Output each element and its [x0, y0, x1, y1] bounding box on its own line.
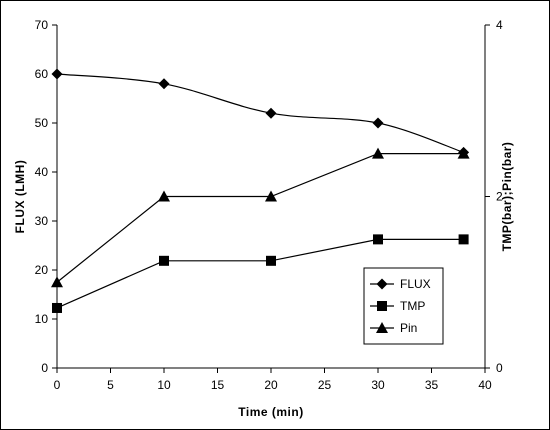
x-axis-title: Time (min)	[238, 405, 303, 419]
data-point-pin	[158, 190, 170, 202]
y-left-tick-label: 0	[41, 361, 48, 375]
data-point-tmp	[373, 234, 383, 245]
legend-label-flux: FLUX	[400, 277, 431, 291]
data-point-pin	[457, 147, 470, 159]
x-tick-label: 35	[425, 378, 439, 392]
data-point-flux	[265, 107, 277, 119]
y-right-tick-label: 4	[496, 18, 503, 32]
x-tick-label: 30	[371, 378, 385, 392]
data-point-tmp	[266, 255, 276, 266]
data-point-pin	[265, 190, 277, 202]
y-right-axis-title: TMP(bar);Pin(bar)	[500, 142, 514, 252]
y-left-axis-title: FLUX (LMH)	[13, 160, 27, 234]
x-tick-label: 20	[264, 378, 278, 392]
x-tick-label: 0	[54, 378, 61, 392]
x-tick-label: 10	[157, 378, 171, 392]
data-point-tmp	[52, 302, 62, 313]
data-point-flux	[158, 78, 170, 90]
legend: FLUX TMP Pin	[363, 267, 444, 345]
legend-marker-flux	[376, 278, 388, 290]
series-line-pin	[56, 153, 464, 283]
series-group	[51, 68, 470, 313]
y-right-tick-label: 2	[496, 190, 503, 204]
data-point-pin	[372, 147, 384, 159]
legend-label-tmp: TMP	[400, 299, 425, 313]
legend-marker-pin	[376, 322, 388, 333]
ticks-group: 0 5 10 15 20 25 30 35 40 0 10 20 30 40 50 60 70 0 2 4	[35, 18, 503, 392]
y-left-tick-label: 60	[35, 67, 49, 81]
x-tick-label: 25	[318, 378, 332, 392]
data-point-pin	[51, 276, 63, 288]
legend-label-pin: Pin	[400, 321, 417, 335]
y-left-tick-label: 10	[35, 312, 49, 326]
x-tick-label: 40	[478, 378, 492, 392]
legend-marker-tmp	[377, 301, 387, 311]
data-point-tmp	[159, 255, 169, 266]
y-left-tick-label: 20	[35, 263, 49, 277]
y-left-tick-label: 30	[35, 214, 49, 228]
x-tick-label: 15	[211, 378, 225, 392]
data-point-flux	[51, 68, 63, 80]
y-left-tick-label: 50	[35, 116, 49, 130]
y-left-tick-label: 40	[35, 165, 49, 179]
y-left-tick-label: 70	[35, 18, 49, 32]
data-point-flux	[372, 117, 384, 129]
x-tick-label: 5	[107, 378, 114, 392]
series-line-flux	[56, 73, 464, 153]
y-right-tick-label: 0	[496, 361, 503, 375]
data-point-tmp	[458, 234, 469, 245]
